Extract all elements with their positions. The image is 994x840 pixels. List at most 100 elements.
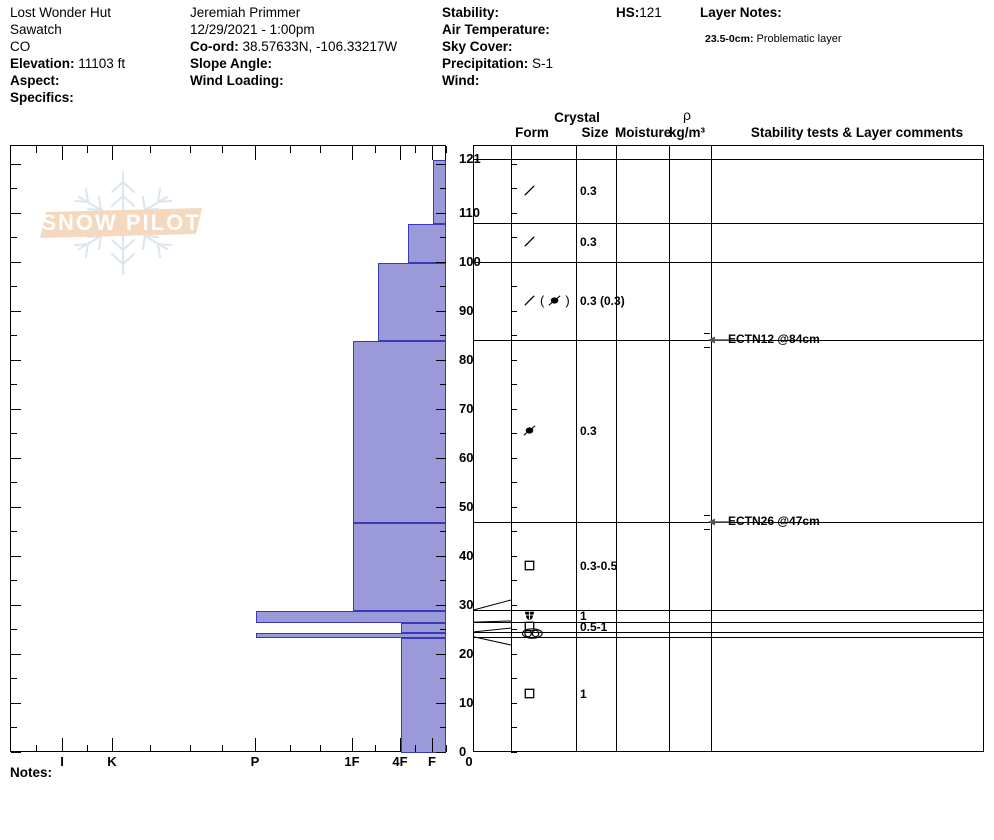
header-row-wind: Wind: [442, 72, 553, 89]
hardness-tick-top [222, 146, 223, 153]
depth-tick-left [11, 212, 21, 214]
form-column-tick [511, 286, 517, 288]
depth-tick [440, 286, 446, 288]
hardness-bar[interactable] [256, 610, 446, 624]
grain-size-value: 0.3 [580, 235, 597, 250]
field-label: Precipitation: [442, 56, 529, 71]
depth-tick-left [11, 727, 17, 729]
hardness-tick [432, 738, 433, 752]
stability-test-tick [704, 333, 710, 335]
form-column-tick [511, 212, 517, 214]
field-label: Wind Loading: [190, 73, 284, 88]
header-column-observer: Jeremiah Primmer 12/29/2021 - 1:00pm Co-… [190, 4, 397, 89]
hardness-tick [352, 738, 353, 752]
field-label: Stability: [442, 5, 500, 20]
table-column-divider [711, 146, 712, 751]
depth-tick-left [11, 580, 17, 582]
hardness-tick [112, 738, 113, 752]
header-row-precipitation: Precipitation: S-1 [442, 55, 553, 72]
field-label: Co-ord: [190, 39, 239, 54]
hardness-tick-top [375, 146, 376, 153]
depth-tick-left [11, 188, 17, 190]
hardness-tick-top [255, 146, 256, 160]
stability-test-label: ECTN26 @47cm [728, 513, 820, 528]
hardness-bar[interactable] [401, 623, 446, 633]
header-row-aspect: Aspect: [10, 72, 125, 89]
depth-tick-label: 50 [459, 498, 474, 514]
field-label: Slope Angle: [190, 56, 273, 71]
table-column-divider [616, 146, 617, 751]
layer-boundary-line [474, 631, 983, 633]
hardness-tick-top [62, 146, 63, 160]
form-column-tick [511, 678, 517, 680]
depth-tick-label: 60 [459, 449, 474, 465]
column-header-moisture: Moisture [615, 125, 672, 140]
depth-tick-left [11, 286, 17, 288]
hardness-bar[interactable] [353, 522, 446, 611]
form-column-tick [511, 604, 517, 606]
grain-size-value: 1 [580, 609, 587, 623]
table-column-divider [576, 146, 577, 751]
hardness-bar[interactable] [401, 637, 446, 753]
form-column-tick [511, 335, 517, 337]
layer-notes-label: Layer Notes: [700, 5, 782, 20]
depth-tick-left [11, 678, 17, 680]
hardness-tick-top [190, 146, 191, 153]
depth-tick [436, 408, 446, 410]
hardness-tick [446, 745, 447, 752]
hardness-tick-top [446, 146, 447, 153]
header-row-observer: Jeremiah Primmer [190, 4, 397, 21]
depth-tick [436, 653, 446, 655]
hardness-bar[interactable] [353, 341, 446, 523]
grain-form-symbol [522, 608, 537, 623]
field-value: 12/29/2021 - 1:00pm [190, 22, 315, 37]
header-column-site: Lost Wonder Hut Sawatch CO Elevation: 11… [10, 4, 125, 106]
hardness-tick-top [36, 146, 37, 153]
hardness-tick [415, 745, 416, 752]
layer-note-text: Problematic layer [756, 33, 842, 45]
hardness-label: K [107, 754, 117, 769]
hardness-bar[interactable] [378, 262, 446, 342]
header-row: Sawatch [10, 21, 125, 38]
field-value: 38.57633N, -106.33217W [242, 39, 398, 54]
grain-form-symbol [522, 234, 537, 249]
hardness-bar[interactable] [256, 632, 446, 638]
layer-note-entry: 23.5-0cm: Problematic layer [705, 33, 842, 45]
hardness-tick [10, 738, 11, 752]
grain-size-value: 0.3 [580, 183, 597, 198]
header-row-air-temperature: Air Temperature: [442, 21, 553, 38]
depth-tick-left [11, 506, 21, 508]
hardness-label: F [428, 754, 436, 769]
hardness-tick [255, 738, 256, 752]
stability-test-tick [704, 514, 710, 516]
depth-tick [436, 752, 446, 753]
depth-tick-left [11, 359, 21, 361]
stability-test-tick [704, 347, 710, 349]
depth-tick-label: 90 [459, 302, 474, 318]
hardness-bar[interactable] [408, 223, 446, 263]
form-column-tick [511, 555, 517, 557]
column-header-density-units: kg/m³ [668, 125, 705, 140]
form-column-tick [511, 188, 517, 190]
hardness-profile-plot[interactable] [10, 145, 446, 753]
depth-tick-left [11, 433, 17, 435]
depth-tick [440, 678, 446, 680]
header-snow-height: HS:121 [616, 4, 662, 21]
hardness-tick-top [150, 146, 151, 153]
form-column-tick [511, 629, 517, 631]
depth-tick-label: 20 [459, 645, 474, 661]
hardness-tick [150, 745, 151, 752]
field-value: Sawatch [10, 22, 62, 37]
hardness-tick-top [400, 146, 401, 160]
depth-tick-left [11, 408, 21, 410]
form-column-tick [511, 237, 517, 239]
form-column-tick [511, 653, 517, 655]
depth-tick [440, 335, 446, 337]
field-value: CO [10, 39, 31, 54]
depth-tick-left [11, 261, 21, 263]
hardness-bar[interactable] [433, 160, 446, 224]
depth-tick [440, 237, 446, 239]
header-row-stability: Stability: [442, 4, 553, 21]
depth-tick-left [11, 457, 21, 459]
hardness-tick [87, 745, 88, 752]
